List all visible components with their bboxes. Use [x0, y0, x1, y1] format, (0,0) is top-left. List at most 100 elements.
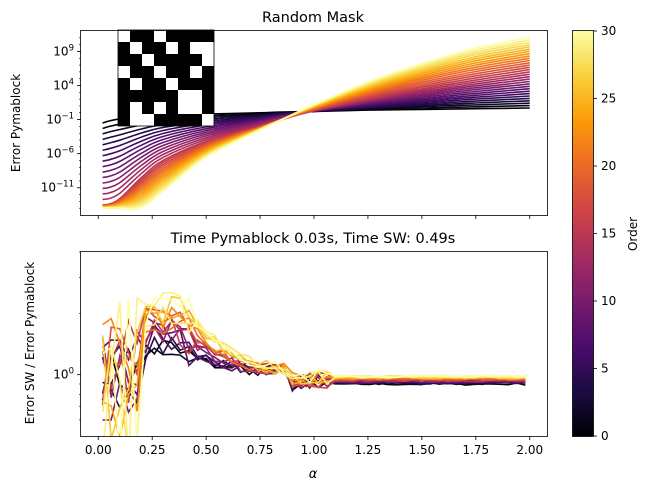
- mask-cell: [154, 42, 166, 54]
- error-plot-yticks: 109 104 10−1 10−6 10−11: [41, 37, 81, 209]
- ratio-plot-xticks: 0.00 0.25 0.50 0.75 1.00 1.25 1.50 1.75 2.00: [85, 436, 543, 457]
- error-plot-axes: Random Mask 109 104 10−1 10−6 10−11 Error Py…: [9, 10, 548, 219]
- mask-cell: [154, 54, 166, 66]
- colorbar-gradient: [572, 30, 594, 437]
- mask-cell: [118, 42, 130, 54]
- mask-cell: [178, 30, 190, 42]
- error-series-order-3: [102, 100, 530, 141]
- error-plot-lines: [102, 37, 530, 210]
- mask-cell: [142, 90, 154, 102]
- mask-cell: [130, 30, 142, 42]
- mask-cell: [178, 114, 190, 126]
- mask-cell: [178, 66, 190, 78]
- mask-cell: [154, 78, 166, 90]
- mask-cell: [118, 102, 130, 114]
- error-series-order-13: [102, 75, 530, 195]
- ratio-plot-yticks: 100: [53, 251, 81, 421]
- mask-cell: [190, 114, 202, 126]
- mask-cell: [130, 54, 142, 66]
- ratio-series-order-26: [101, 295, 526, 436]
- ratio-series-order-22: [102, 304, 526, 412]
- mask-cell: [178, 54, 190, 66]
- mask-cell: [166, 114, 178, 126]
- ytick-label: 100: [53, 367, 74, 382]
- mask-cell: [142, 42, 154, 54]
- ratio-plot-frame: [80, 251, 548, 437]
- ratio-plot-axes: Time Pymablock 0.03s, Time SW: 0.49s 100…: [23, 231, 548, 482]
- colorbar-tick-label: 20: [601, 159, 616, 173]
- xtick-label: 1.50: [409, 443, 436, 457]
- ytick-label: 10−1: [46, 112, 74, 127]
- mask-cell: [142, 102, 154, 114]
- xtick-label: 1.00: [301, 443, 328, 457]
- error-plot-xticks: [97, 215, 531, 219]
- mask-cell: [202, 78, 214, 90]
- error-series-order-4: [102, 97, 530, 146]
- mask-cell: [166, 90, 178, 102]
- error-series-order-6: [102, 92, 530, 157]
- ytick-label: 109: [53, 43, 74, 58]
- colorbar-tick-label: 15: [601, 227, 616, 241]
- ratio-series-order-30: [102, 297, 526, 436]
- ratio-series-order-18: [101, 307, 526, 406]
- mask-cell: [166, 54, 178, 66]
- mask-cell: [190, 30, 202, 42]
- mask-cell: [190, 54, 202, 66]
- order-colorbar: 0 5 10 15 20 25 30 Order: [572, 24, 640, 443]
- error-series-order-9: [102, 85, 530, 173]
- xtick-label: 1.25: [355, 443, 382, 457]
- mask-cell: [142, 30, 154, 42]
- ytick-label: 104: [53, 78, 74, 93]
- mask-cell: [190, 78, 202, 90]
- mask-cell: [118, 114, 130, 126]
- mask-cell: [202, 102, 214, 114]
- mask-cell: [166, 66, 178, 78]
- mask-cell: [202, 30, 214, 42]
- error-series-order-11: [102, 80, 530, 184]
- colorbar-tick-label: 10: [601, 294, 616, 308]
- error-series-order-12: [102, 78, 530, 190]
- mask-cell: [166, 30, 178, 42]
- ratio-plot-ylabel: Error SW / Error Pymablock: [23, 262, 37, 425]
- mask-cell: [202, 90, 214, 102]
- colorbar-tick-label: 30: [601, 24, 616, 38]
- random-mask-inset: [117, 29, 215, 127]
- mask-cell: [118, 78, 130, 90]
- xtick-label: 1.75: [462, 443, 489, 457]
- mask-cell: [118, 54, 130, 66]
- mask-cell: [166, 102, 178, 114]
- ratio-series-order-10: [102, 315, 526, 421]
- xtick-label: 0.50: [193, 443, 220, 457]
- colorbar-tick-label: 25: [601, 92, 616, 106]
- mask-cell: [118, 90, 130, 102]
- ytick-label: 10−6: [46, 146, 74, 161]
- mask-cell: [142, 66, 154, 78]
- xtick-label: 0.00: [85, 443, 112, 457]
- error-series-order-2: [102, 102, 530, 135]
- mask-cell: [154, 90, 166, 102]
- error-series-order-7: [102, 90, 530, 162]
- xtick-label: 0.75: [247, 443, 274, 457]
- mask-cell: [178, 42, 190, 54]
- ratio-plot-xlabel: α: [309, 467, 318, 482]
- mask-cell: [154, 114, 166, 126]
- xtick-label: 0.25: [139, 443, 166, 457]
- ytick-label: 10−11: [41, 180, 74, 195]
- mask-cell: [130, 66, 142, 78]
- colorbar-ticks: 0 5 10 15 20 25 30: [593, 24, 616, 443]
- error-series-order-10: [102, 83, 530, 179]
- mask-cell: [202, 66, 214, 78]
- error-series-order-14: [102, 73, 530, 201]
- error-series-order-30: [102, 37, 530, 210]
- xtick-label: 2.00: [516, 443, 543, 457]
- ratio-plot-lines: [101, 291, 526, 436]
- ratio-plot-title: Time Pymablock 0.03s, Time SW: 0.49s: [170, 231, 456, 247]
- error-series-order-8: [102, 87, 530, 168]
- colorbar-tick-label: 5: [601, 362, 609, 376]
- colorbar-label: Order: [626, 217, 640, 251]
- mask-cell: [130, 90, 142, 102]
- mask-cell: [142, 78, 154, 90]
- mask-cell: [178, 78, 190, 90]
- error-plot-ylabel: Error Pymablock: [9, 74, 23, 172]
